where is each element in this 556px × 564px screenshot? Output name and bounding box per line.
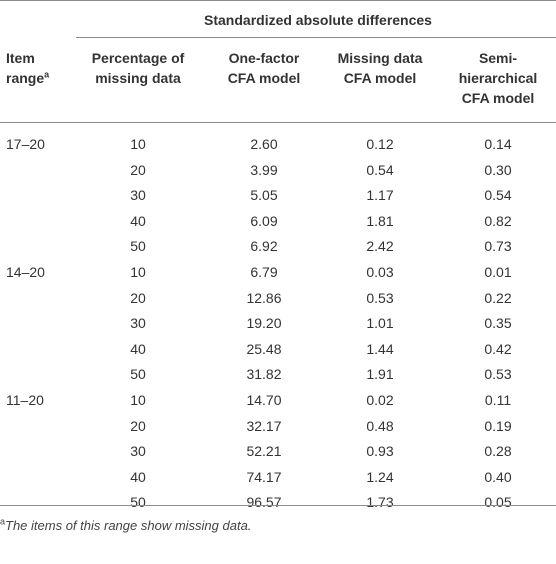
cell-missing-data: 1.73 xyxy=(366,494,394,511)
col-item-range-line2: range xyxy=(6,70,45,86)
cell-semi-hierarchical: 0.05 xyxy=(484,494,512,511)
cell-missing-data: 0.93 xyxy=(366,443,394,460)
cell-missing-data: 0.53 xyxy=(366,289,394,306)
cell-missing-data: 1.01 xyxy=(366,315,394,332)
col-missing-data-line2: CFA model xyxy=(343,70,417,86)
cell-one-factor: 31.82 xyxy=(246,366,282,383)
col-missing-data-line1: Missing data xyxy=(337,50,423,66)
cell-semi-hierarchical: 0.40 xyxy=(484,468,512,485)
footnote-sup: a xyxy=(0,516,6,527)
col-semi-line1: Semi- xyxy=(478,50,518,66)
cell-percentage: 40 xyxy=(130,340,146,357)
col-semi-line2: hierarchical xyxy=(458,70,538,86)
col-percentage: Percentage of missing data xyxy=(74,48,202,88)
group-header: Standardized absolute differences xyxy=(204,12,432,28)
cell-missing-data: 0.12 xyxy=(366,136,394,152)
cell-percentage: 30 xyxy=(130,315,146,332)
cell-percentage: 50 xyxy=(130,238,146,255)
cell-missing-data: 1.24 xyxy=(366,468,394,485)
cell-one-factor: 2.60 xyxy=(250,136,278,152)
cell-percentage: 50 xyxy=(130,494,146,511)
footnote: aThe items of this range show missing da… xyxy=(0,516,252,533)
cell-percentage: 20 xyxy=(130,417,146,434)
cell-semi-hierarchical: 0.35 xyxy=(484,315,512,332)
col-item-range-line1: Item xyxy=(6,50,35,66)
cell-one-factor: 3.99 xyxy=(250,161,278,178)
cell-missing-data: 1.91 xyxy=(366,366,394,383)
item-range-label: 14–20 xyxy=(6,264,45,280)
item-range-label: 17–20 xyxy=(6,136,45,152)
cell-one-factor: 25.48 xyxy=(246,340,282,357)
col-semi-line3: CFA model xyxy=(461,90,535,106)
col-item-range: Item rangea xyxy=(6,48,49,88)
col-percentage-line1: Percentage of xyxy=(91,50,185,66)
cell-one-factor: 19.20 xyxy=(246,315,282,332)
cell-percentage: 30 xyxy=(130,187,146,204)
cell-missing-data: 1.44 xyxy=(366,340,394,357)
cell-semi-hierarchical: 0.53 xyxy=(484,366,512,383)
cell-semi-hierarchical: 0.01 xyxy=(484,264,512,280)
cell-percentage: 30 xyxy=(130,443,146,460)
col-missing-data: Missing data CFA model xyxy=(320,48,440,88)
cell-one-factor: 12.86 xyxy=(246,289,282,306)
cell-one-factor: 5.05 xyxy=(250,187,278,204)
col-one-factor: One-factor CFA model xyxy=(204,48,324,88)
cell-percentage: 10 xyxy=(130,136,146,152)
cell-missing-data: 0.03 xyxy=(366,264,394,280)
col-percentage-line2: missing data xyxy=(95,70,181,86)
cell-percentage: 50 xyxy=(130,366,146,383)
cell-missing-data: 1.17 xyxy=(366,187,394,204)
cell-semi-hierarchical: 0.54 xyxy=(484,187,512,204)
cell-missing-data: 0.48 xyxy=(366,417,394,434)
cell-semi-hierarchical: 0.42 xyxy=(484,340,512,357)
cell-one-factor: 32.17 xyxy=(246,417,282,434)
cell-missing-data: 2.42 xyxy=(366,238,394,255)
cell-semi-hierarchical: 0.14 xyxy=(484,136,512,152)
bottom-rule xyxy=(0,505,556,506)
cell-one-factor: 74.17 xyxy=(246,468,282,485)
col-item-range-sup: a xyxy=(44,69,50,80)
cell-one-factor: 14.70 xyxy=(246,392,282,408)
cell-one-factor: 6.09 xyxy=(250,212,278,229)
cell-semi-hierarchical: 0.11 xyxy=(484,392,512,408)
cell-percentage: 40 xyxy=(130,468,146,485)
col-one-factor-line1: One-factor xyxy=(228,50,300,66)
cell-semi-hierarchical: 0.82 xyxy=(484,212,512,229)
cell-semi-hierarchical: 0.19 xyxy=(484,417,512,434)
cell-one-factor: 96.57 xyxy=(246,494,282,511)
cell-semi-hierarchical: 0.73 xyxy=(484,238,512,255)
col-semi-hierarchical: Semi- hierarchical CFA model xyxy=(440,48,556,108)
footnote-text: The items of this range show missing dat… xyxy=(5,518,252,533)
cell-percentage: 20 xyxy=(130,161,146,178)
cell-semi-hierarchical: 0.28 xyxy=(484,443,512,460)
cell-percentage: 40 xyxy=(130,212,146,229)
cell-semi-hierarchical: 0.22 xyxy=(484,289,512,306)
cell-percentage: 10 xyxy=(130,264,146,280)
cell-missing-data: 0.02 xyxy=(366,392,394,408)
cell-percentage: 10 xyxy=(130,392,146,408)
col-one-factor-line2: CFA model xyxy=(227,70,301,86)
header-rule xyxy=(0,122,556,123)
cell-semi-hierarchical: 0.30 xyxy=(484,161,512,178)
cell-one-factor: 52.21 xyxy=(246,443,282,460)
cell-percentage: 20 xyxy=(130,289,146,306)
top-rule xyxy=(0,0,556,1)
item-range-label: 11–20 xyxy=(6,392,44,408)
cell-one-factor: 6.79 xyxy=(250,264,278,280)
cell-one-factor: 6.92 xyxy=(250,238,278,255)
cell-missing-data: 1.81 xyxy=(366,212,394,229)
cell-missing-data: 0.54 xyxy=(366,161,394,178)
group-header-rule xyxy=(76,37,556,38)
